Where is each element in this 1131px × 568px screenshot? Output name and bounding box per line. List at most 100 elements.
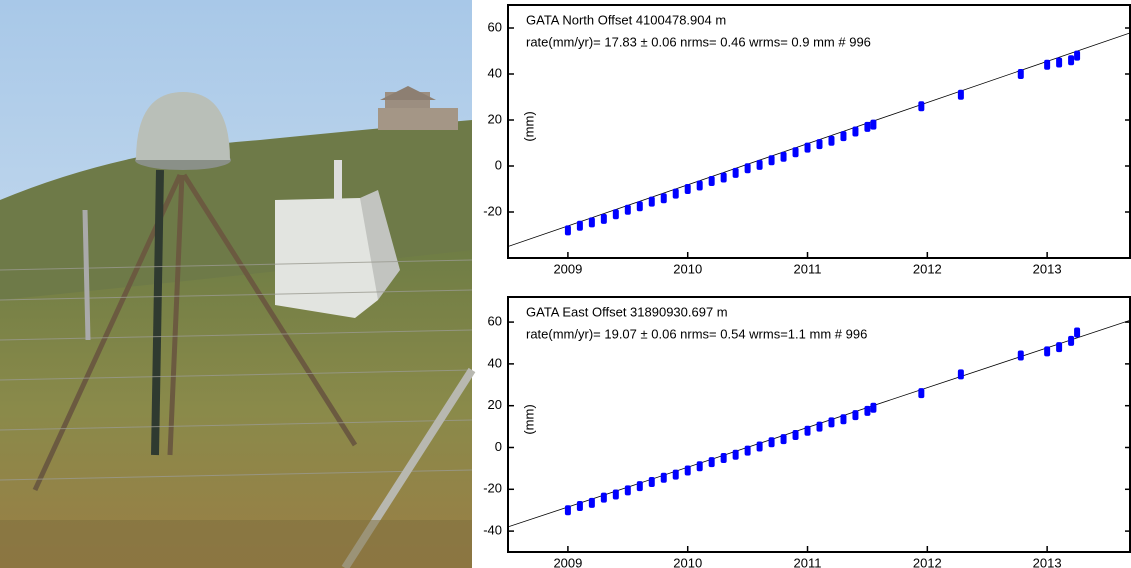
data-point [624, 204, 631, 215]
data-point [624, 485, 631, 496]
data-point [768, 155, 775, 166]
data-point [1044, 59, 1051, 70]
data-point [600, 492, 607, 503]
data-point [696, 180, 703, 191]
data-point [1056, 57, 1063, 68]
data-point [792, 429, 799, 440]
data-point [840, 414, 847, 425]
y-tick-label: -40 [483, 523, 502, 538]
data-point [744, 163, 751, 174]
data-point [1074, 50, 1081, 61]
data-point [864, 405, 871, 416]
x-tick-label: 2012 [913, 555, 942, 568]
data-point [816, 421, 823, 432]
x-tick-label: 2011 [794, 261, 822, 276]
data-point [708, 457, 715, 468]
data-point [636, 481, 643, 492]
data-point [870, 402, 877, 413]
data-point [576, 501, 583, 512]
data-point [780, 434, 787, 445]
data-point [780, 151, 787, 162]
x-tick-label: 2011 [794, 555, 822, 568]
chart: -20 0 20 40 60 2009 2010 2011 2012 2013 GATA North… [483, 4, 1131, 276]
y-tick-label: 40 [488, 355, 502, 370]
y-tick-label: 60 [488, 314, 502, 329]
chart-subtitle: rate(mm/yr)= 19.07 ± 0.06 nrms= 0.54 wrm… [526, 326, 867, 341]
data-point [828, 417, 835, 428]
data-point [564, 505, 571, 516]
data-point [636, 201, 643, 212]
data-point [696, 461, 703, 472]
data-point [918, 101, 925, 112]
y-axis-label: (mm) [521, 404, 536, 434]
y-tick-label: 60 [488, 19, 502, 34]
plot-frame [507, 296, 1131, 553]
data-point [732, 449, 739, 460]
data-point [600, 213, 607, 224]
data-point [744, 445, 751, 456]
data-point [957, 89, 964, 100]
plot-frame [507, 4, 1131, 259]
data-point [1068, 335, 1075, 346]
data-point [768, 437, 775, 448]
y-tick-label: 40 [488, 65, 502, 80]
data-point [1074, 327, 1081, 338]
data-point [792, 147, 799, 158]
data-point [612, 489, 619, 500]
x-tick-label: 2010 [673, 261, 702, 276]
data-point [684, 184, 691, 194]
data-point [852, 126, 859, 137]
data-point [588, 217, 595, 228]
data-point [648, 196, 655, 207]
chart-title: GATA East Offset 31890930.697 m [526, 304, 728, 319]
photo [0, 0, 476, 568]
chart-subtitle: rate(mm/yr)= 17.83 ± 0.06 nrms= 0.46 wrm… [526, 34, 871, 49]
data-point [918, 388, 925, 399]
data-point [564, 225, 571, 236]
data-point [672, 188, 679, 199]
x-tick-label: 2009 [553, 555, 582, 568]
data-point [1044, 346, 1051, 357]
data-point [720, 452, 727, 463]
data-point [828, 135, 835, 146]
y-axis-label: (mm) [521, 111, 536, 141]
data-point [732, 167, 739, 178]
data-point [1017, 69, 1024, 79]
x-tick-label: 2012 [913, 261, 942, 276]
data-point [870, 119, 877, 130]
data-point [684, 465, 691, 476]
data-point [804, 142, 811, 153]
y-tick-label: 0 [495, 157, 502, 172]
y-tick-label: -20 [483, 203, 502, 218]
data-point [720, 172, 727, 183]
data-point [852, 410, 859, 421]
data-point [1017, 350, 1024, 361]
data-point [576, 220, 583, 231]
data-point [1056, 342, 1063, 353]
y-tick-label: 20 [488, 111, 502, 126]
y-tick-label: -20 [483, 481, 502, 496]
x-tick-label: 2009 [553, 261, 582, 276]
data-point [648, 476, 655, 487]
data-point [864, 121, 871, 132]
x-tick-label: 2010 [673, 555, 702, 568]
data-point [1068, 55, 1075, 66]
data-point [957, 369, 964, 380]
data-point [660, 472, 667, 483]
chart: -40 -20 0 20 40 60 2009 2010 2011 2012 2013 GATA Ea… [483, 296, 1131, 568]
data-point [708, 175, 715, 186]
data-point [816, 139, 823, 150]
data-point [804, 425, 811, 436]
data-point [840, 131, 847, 142]
data-point [756, 441, 763, 452]
x-tick-label: 2013 [1033, 261, 1062, 276]
chart-title: GATA North Offset 4100478.904 m [526, 12, 726, 27]
x-tick-label: 2013 [1033, 555, 1062, 568]
data-point [588, 497, 595, 508]
data-point [672, 469, 679, 480]
data-point [756, 159, 763, 170]
y-tick-label: 0 [495, 439, 502, 454]
data-point [660, 193, 667, 204]
